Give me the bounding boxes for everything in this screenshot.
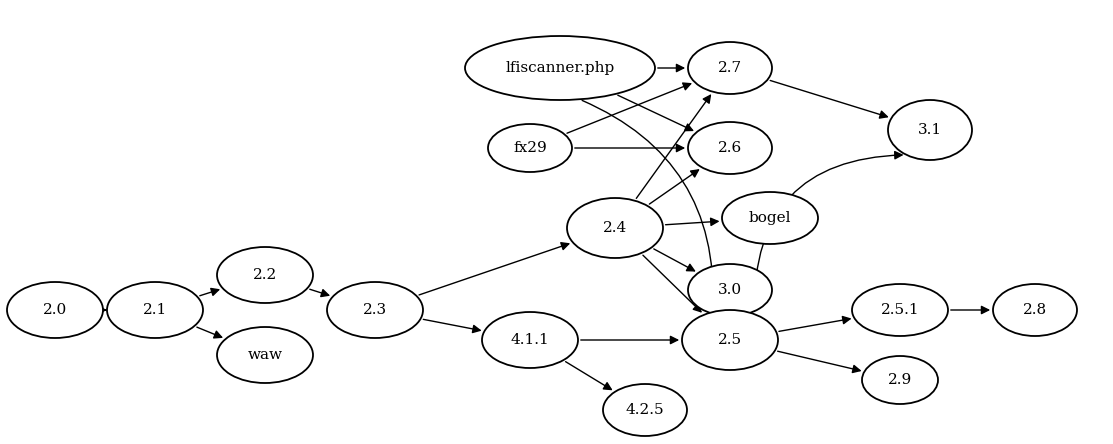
- Text: waw: waw: [247, 348, 283, 362]
- Ellipse shape: [603, 384, 687, 436]
- Ellipse shape: [861, 356, 938, 404]
- FancyArrowPatch shape: [649, 170, 699, 204]
- Ellipse shape: [722, 192, 818, 244]
- Text: 4.2.5: 4.2.5: [626, 403, 664, 417]
- Ellipse shape: [487, 124, 572, 172]
- FancyArrowPatch shape: [581, 337, 678, 344]
- FancyArrowPatch shape: [200, 289, 219, 296]
- FancyArrowPatch shape: [565, 362, 611, 389]
- Text: 2.7: 2.7: [718, 61, 742, 75]
- FancyArrowPatch shape: [951, 306, 988, 313]
- Ellipse shape: [688, 42, 772, 94]
- Ellipse shape: [217, 247, 313, 303]
- Text: 2.8: 2.8: [1023, 303, 1047, 317]
- Ellipse shape: [482, 312, 578, 368]
- FancyArrowPatch shape: [637, 95, 710, 198]
- Ellipse shape: [107, 282, 203, 338]
- Text: 2.9: 2.9: [888, 373, 913, 387]
- FancyArrowPatch shape: [770, 80, 887, 118]
- Text: lfiscanner.php: lfiscanner.php: [505, 61, 614, 75]
- Text: 2.3: 2.3: [363, 303, 387, 317]
- Ellipse shape: [851, 284, 948, 336]
- FancyArrowPatch shape: [309, 289, 328, 297]
- FancyArrowPatch shape: [666, 218, 718, 226]
- Ellipse shape: [217, 327, 313, 383]
- FancyArrowPatch shape: [618, 95, 692, 131]
- Text: 2.2: 2.2: [253, 268, 277, 282]
- FancyArrowPatch shape: [423, 319, 480, 333]
- Text: 2.5: 2.5: [718, 333, 742, 347]
- Text: 3.0: 3.0: [718, 283, 742, 297]
- Ellipse shape: [7, 282, 104, 338]
- FancyArrowPatch shape: [643, 255, 701, 312]
- FancyArrowPatch shape: [653, 249, 695, 271]
- FancyArrowPatch shape: [582, 100, 717, 308]
- Ellipse shape: [327, 282, 423, 338]
- Text: 2.5.1: 2.5.1: [880, 303, 919, 317]
- FancyArrowPatch shape: [779, 317, 850, 331]
- Text: 2.6: 2.6: [718, 141, 742, 155]
- Text: fx29: fx29: [513, 141, 546, 155]
- Ellipse shape: [888, 100, 972, 160]
- FancyArrowPatch shape: [567, 83, 691, 133]
- Ellipse shape: [688, 264, 772, 316]
- Ellipse shape: [688, 122, 772, 174]
- Text: 2.0: 2.0: [43, 303, 67, 317]
- Text: 3.1: 3.1: [918, 123, 942, 137]
- Ellipse shape: [993, 284, 1077, 336]
- FancyArrowPatch shape: [197, 327, 221, 338]
- Ellipse shape: [682, 310, 778, 370]
- FancyArrowPatch shape: [574, 144, 683, 151]
- FancyArrowPatch shape: [658, 64, 683, 71]
- FancyArrowPatch shape: [420, 243, 569, 295]
- Ellipse shape: [465, 36, 654, 100]
- FancyArrowPatch shape: [98, 306, 106, 313]
- Ellipse shape: [567, 198, 663, 258]
- Text: 2.4: 2.4: [603, 221, 627, 235]
- Text: 4.1.1: 4.1.1: [511, 333, 550, 347]
- Text: 2.1: 2.1: [142, 303, 167, 317]
- Text: bogel: bogel: [749, 211, 791, 225]
- FancyArrowPatch shape: [778, 351, 860, 373]
- FancyArrowPatch shape: [755, 151, 902, 311]
